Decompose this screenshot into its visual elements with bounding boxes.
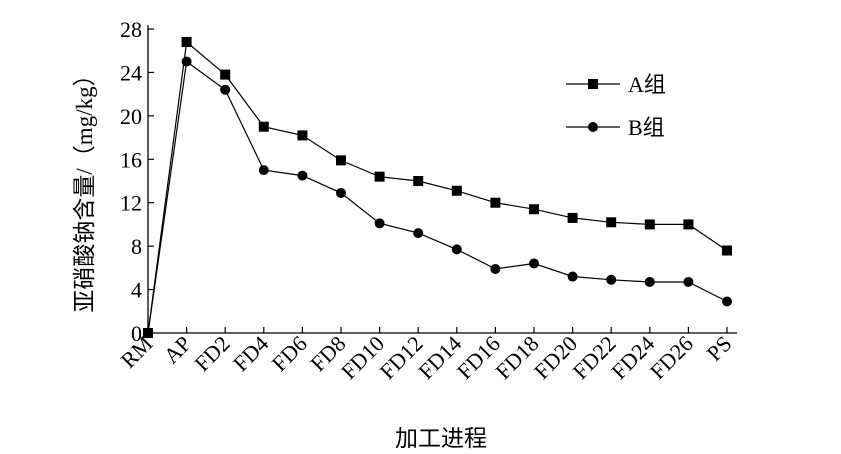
y-tick-label: 4 xyxy=(131,278,142,303)
series-group xyxy=(143,37,732,338)
x-tick-label: FD6 xyxy=(267,331,312,376)
legend-label: A组 xyxy=(628,72,666,97)
x-tick-label: FD20 xyxy=(529,331,582,384)
data-point xyxy=(413,228,424,239)
data-point xyxy=(722,296,732,307)
data-point xyxy=(374,171,385,182)
data-point xyxy=(220,84,231,95)
y-tick-label: 16 xyxy=(120,147,142,172)
x-tick-label: FD26 xyxy=(645,331,698,384)
data-point xyxy=(258,165,269,176)
y-tick-label: 12 xyxy=(120,191,142,216)
data-point xyxy=(606,217,617,228)
axes xyxy=(147,25,737,334)
data-point xyxy=(258,121,269,132)
data-point xyxy=(490,197,501,208)
data-point xyxy=(683,276,694,287)
x-tick-label: FD2 xyxy=(189,331,234,376)
x-tick-label: PS xyxy=(702,331,737,366)
y-tick-label: 0 xyxy=(131,321,142,346)
data-point xyxy=(143,328,153,338)
data-point xyxy=(567,271,578,282)
x-tick-label: FD14 xyxy=(413,331,466,384)
x-tick-label: FD12 xyxy=(375,331,428,384)
series-line xyxy=(147,60,728,334)
data-point xyxy=(451,185,462,196)
data-point xyxy=(297,130,308,141)
data-point xyxy=(413,176,424,186)
data-point xyxy=(529,204,539,215)
data-point xyxy=(529,258,539,269)
x-tick-label: FD18 xyxy=(490,331,543,384)
data-point xyxy=(644,219,655,230)
y-tick-label: 20 xyxy=(120,104,142,129)
y-tick-label: 24 xyxy=(120,60,142,85)
data-point xyxy=(451,244,462,255)
x-tick-label: FD10 xyxy=(336,331,389,384)
data-point xyxy=(336,187,346,198)
data-point xyxy=(297,170,308,181)
data-point xyxy=(181,56,192,67)
x-tick-label: FD24 xyxy=(606,331,659,384)
data-point xyxy=(490,263,501,274)
data-point xyxy=(220,69,231,80)
y-tick-label: 28 xyxy=(120,17,142,42)
y-tick-label: 8 xyxy=(131,234,142,259)
y-ticks: 0 4 8 12 16 20 24 28 xyxy=(120,17,154,346)
x-tick-label: AP xyxy=(159,331,197,369)
data-point xyxy=(181,37,192,48)
legend: A组 B组 xyxy=(566,72,666,140)
legend-marker xyxy=(588,79,598,89)
data-point xyxy=(567,212,578,223)
data-point xyxy=(374,218,385,229)
data-point xyxy=(722,245,732,256)
x-tick-label: FD4 xyxy=(228,331,273,376)
data-point xyxy=(683,219,694,230)
data-point xyxy=(606,274,617,285)
x-ticks: RM APFD2FD4FD6FD8FD10FD12FD14FD16FD18FD20… xyxy=(116,327,737,384)
x-tick-label: FD16 xyxy=(452,331,505,384)
y-axis-title: 亚硝酸钠含量/（mg/kg） xyxy=(72,63,97,312)
series-2 xyxy=(143,56,732,338)
data-point xyxy=(644,276,655,287)
x-tick-label: FD22 xyxy=(568,331,621,384)
x-axis-title: 加工进程 xyxy=(395,426,487,451)
legend-marker xyxy=(588,122,598,132)
data-point xyxy=(336,155,346,166)
legend-label: B组 xyxy=(628,115,665,140)
series-line xyxy=(147,40,728,334)
